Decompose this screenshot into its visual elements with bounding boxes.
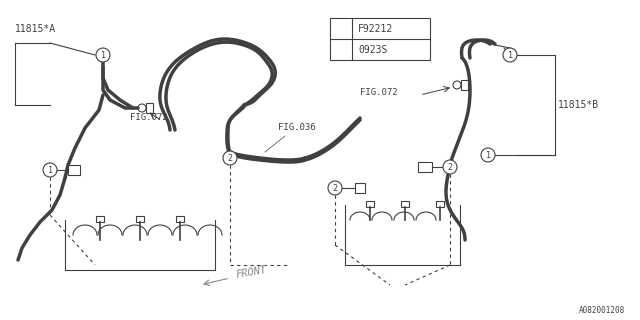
Circle shape [223, 151, 237, 165]
Bar [461, 80, 468, 90]
Text: 11815*A: 11815*A [15, 24, 56, 34]
Bar [436, 201, 444, 207]
Text: FIG.072: FIG.072 [360, 88, 397, 97]
Circle shape [481, 148, 495, 162]
Circle shape [335, 43, 349, 57]
FancyBboxPatch shape [68, 165, 80, 175]
FancyBboxPatch shape [418, 162, 432, 172]
Bar [136, 216, 144, 222]
Text: 1: 1 [47, 165, 52, 174]
Text: 2: 2 [447, 163, 452, 172]
Text: FIG.072: FIG.072 [130, 113, 168, 122]
Circle shape [96, 48, 110, 62]
Text: 1: 1 [508, 51, 513, 60]
Text: 1: 1 [486, 150, 490, 159]
Bar [146, 103, 153, 113]
Text: 1: 1 [100, 51, 106, 60]
Text: 2: 2 [227, 154, 232, 163]
Text: 2: 2 [339, 24, 344, 33]
Bar [401, 201, 409, 207]
Circle shape [43, 163, 57, 177]
Bar [176, 216, 184, 222]
Text: FIG.036: FIG.036 [278, 123, 316, 132]
Circle shape [443, 160, 457, 174]
Text: FRONT: FRONT [235, 265, 268, 280]
Circle shape [328, 181, 342, 195]
Text: A082001208: A082001208 [579, 306, 625, 315]
Circle shape [335, 21, 349, 36]
Text: F92212: F92212 [358, 23, 393, 34]
Text: 1: 1 [339, 45, 344, 54]
Text: 2: 2 [333, 183, 337, 193]
Text: 11815*B: 11815*B [558, 100, 599, 110]
FancyBboxPatch shape [355, 183, 365, 193]
Bar [366, 201, 374, 207]
Bar [96, 216, 104, 222]
FancyBboxPatch shape [330, 18, 430, 60]
Circle shape [503, 48, 517, 62]
Text: 0923S: 0923S [358, 44, 387, 54]
